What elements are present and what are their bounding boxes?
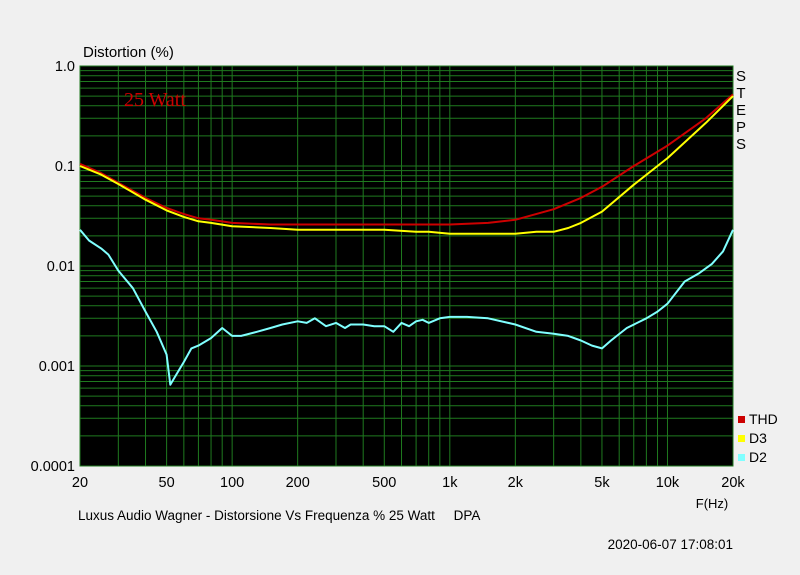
y-tick-labels: 1.0 0.1 0.01 0.001 0.0001	[31, 59, 75, 475]
steps-letter: S	[736, 136, 746, 153]
y-tick-label: 0.001	[39, 359, 75, 375]
x-tick-label: 10k	[656, 475, 680, 491]
x-tick-label: 5k	[594, 475, 610, 491]
x-tick-label: 100	[220, 475, 244, 491]
y-tick-label: 0.0001	[31, 459, 75, 475]
y-tick-label: 0.1	[55, 159, 75, 175]
y-tick-label: 1.0	[55, 59, 75, 75]
legend-label-thd: THD	[749, 411, 778, 427]
x-tick-label: 20	[72, 475, 88, 491]
x-tick-label: 1k	[442, 475, 458, 491]
y-tick-label: 0.01	[47, 259, 75, 275]
series-line-d3	[79, 95, 734, 235]
legend: THD D3 D2	[738, 411, 778, 465]
timestamp: 2020-06-07 17:08:01	[608, 537, 733, 552]
x-axis-title: F(Hz)	[696, 496, 729, 511]
y-axis-title: Distortion (%)	[83, 44, 174, 61]
x-tick-label: 2k	[508, 475, 524, 491]
x-tick-labels: 20 50 100 200 500 1k 2k 5k 10k 20k	[72, 475, 746, 491]
grid-lines	[79, 65, 734, 467]
series-line-thd	[79, 93, 734, 226]
x-tick-label: 20k	[721, 475, 745, 491]
steps-letter: E	[736, 102, 746, 119]
legend-swatch-d2	[738, 454, 745, 461]
steps-letter: T	[736, 85, 745, 102]
legend-swatch-d3	[738, 435, 745, 442]
series-lines	[79, 93, 734, 386]
x-tick-label: 50	[159, 475, 175, 491]
legend-swatch-thd	[738, 416, 745, 423]
steps-letter: P	[736, 119, 746, 136]
legend-label-d3: D3	[749, 430, 767, 446]
chart-caption: Luxus Audio Wagner - Distorsione Vs Freq…	[78, 508, 480, 523]
legend-label-d2: D2	[749, 449, 767, 465]
series-line-d2	[79, 229, 734, 386]
power-annotation: 25 Watt	[124, 89, 186, 111]
x-tick-label: 200	[286, 475, 310, 491]
x-tick-label: 500	[372, 475, 396, 491]
plot-border	[79, 65, 734, 467]
steps-letter: S	[736, 68, 746, 85]
